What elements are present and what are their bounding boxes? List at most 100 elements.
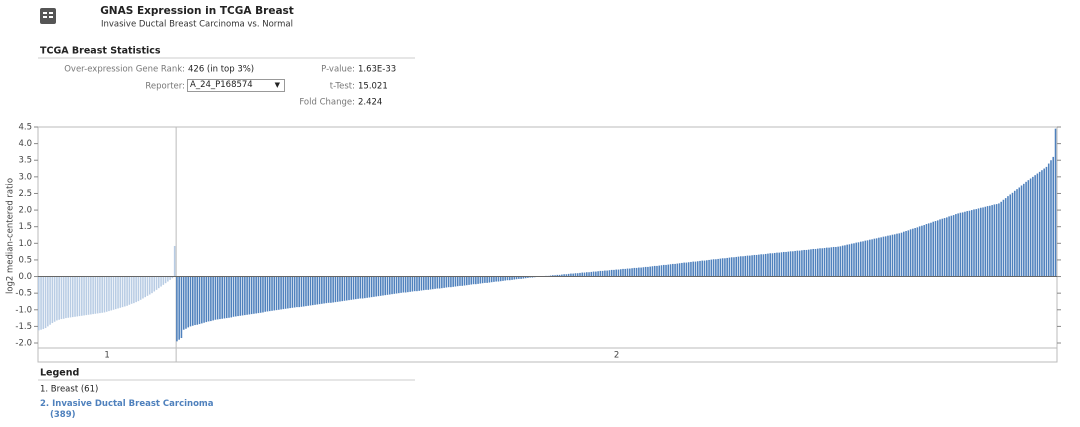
bar [991, 205, 993, 277]
bar [266, 276, 269, 312]
bar [499, 276, 502, 282]
title: GNAS Expression in TCGA Breast [100, 5, 294, 17]
stat-label: Over-expression Gene Rank: [64, 65, 185, 75]
bar [1011, 192, 1014, 277]
bar [669, 264, 672, 277]
bar [239, 276, 242, 316]
bar [984, 206, 987, 277]
bar [950, 215, 953, 277]
bar [382, 276, 384, 296]
bar [103, 276, 106, 313]
bar [40, 276, 42, 330]
bar [282, 276, 285, 310]
bar [626, 268, 629, 277]
bar [343, 276, 346, 301]
bar [1036, 173, 1039, 277]
bar [60, 276, 63, 320]
y-tick-label: 4.5 [18, 123, 32, 133]
bar [821, 248, 824, 277]
bar [484, 276, 486, 283]
bar [615, 269, 617, 277]
bar [982, 207, 984, 277]
bar [730, 257, 733, 277]
reporter-value: A_24_P168574 [190, 80, 253, 90]
bar [803, 249, 805, 277]
bar [846, 244, 848, 277]
bar [96, 276, 99, 314]
bar [51, 276, 54, 324]
bar [407, 276, 409, 293]
y-tick-label: -1.0 [15, 305, 32, 315]
bar [112, 276, 115, 310]
bar [121, 276, 124, 308]
bar [878, 237, 880, 277]
bar [522, 276, 525, 279]
bar [58, 276, 60, 320]
bar [398, 276, 400, 294]
legend-item: 2. Invasive Ductal Breast Carcinoma (389… [40, 399, 214, 420]
bar [699, 260, 701, 277]
bar [1047, 163, 1050, 277]
bar [1045, 166, 1048, 277]
bar [635, 267, 638, 277]
bar [726, 257, 728, 277]
bar [554, 275, 556, 277]
y-tick-label: 0.5 [18, 255, 32, 265]
bar [391, 276, 393, 295]
bar [395, 276, 398, 294]
y-axis-label: log2 median-centered ratio [6, 178, 16, 294]
bar [606, 270, 608, 277]
bar [520, 276, 522, 279]
bar [105, 276, 108, 312]
bar [90, 276, 92, 315]
bar [169, 276, 171, 280]
bar [456, 276, 459, 287]
bar [681, 262, 683, 277]
bar [581, 272, 584, 277]
bar [905, 231, 907, 277]
bar [552, 275, 554, 277]
y-tick-label: 0.0 [18, 272, 32, 282]
bar [807, 249, 810, 277]
bar [776, 252, 778, 277]
bar [717, 258, 719, 277]
bar [783, 251, 785, 277]
bar [454, 276, 457, 287]
bar [441, 276, 443, 289]
y-tick-label: -1.5 [15, 322, 32, 332]
reporter-select[interactable]: A_24_P168574 ▼ [187, 79, 285, 92]
bar [733, 257, 735, 277]
bar [871, 239, 873, 277]
bar [764, 253, 767, 277]
bar [964, 211, 966, 277]
bar [323, 276, 325, 304]
bar [413, 276, 416, 292]
bar [975, 209, 978, 277]
bar [327, 276, 330, 303]
bar [891, 234, 894, 277]
bar [1002, 199, 1005, 277]
bar [126, 276, 128, 306]
bar [248, 276, 251, 315]
bar [773, 252, 776, 277]
bar [1029, 178, 1032, 277]
bar [601, 270, 604, 277]
bar [927, 223, 930, 277]
bar [284, 276, 287, 309]
bar [1054, 128, 1057, 277]
bar [1025, 181, 1027, 277]
bar [629, 268, 631, 277]
bar [148, 276, 151, 295]
bar [674, 263, 676, 277]
bar [237, 276, 239, 317]
bar [968, 210, 971, 277]
bar [787, 251, 790, 277]
bar [687, 262, 690, 277]
bar [160, 276, 162, 287]
bar [873, 238, 876, 277]
bar [445, 276, 448, 288]
dropdown-arrow: ▼ [274, 81, 280, 89]
bar [728, 257, 731, 277]
bar [936, 220, 939, 277]
bar [998, 203, 1000, 277]
